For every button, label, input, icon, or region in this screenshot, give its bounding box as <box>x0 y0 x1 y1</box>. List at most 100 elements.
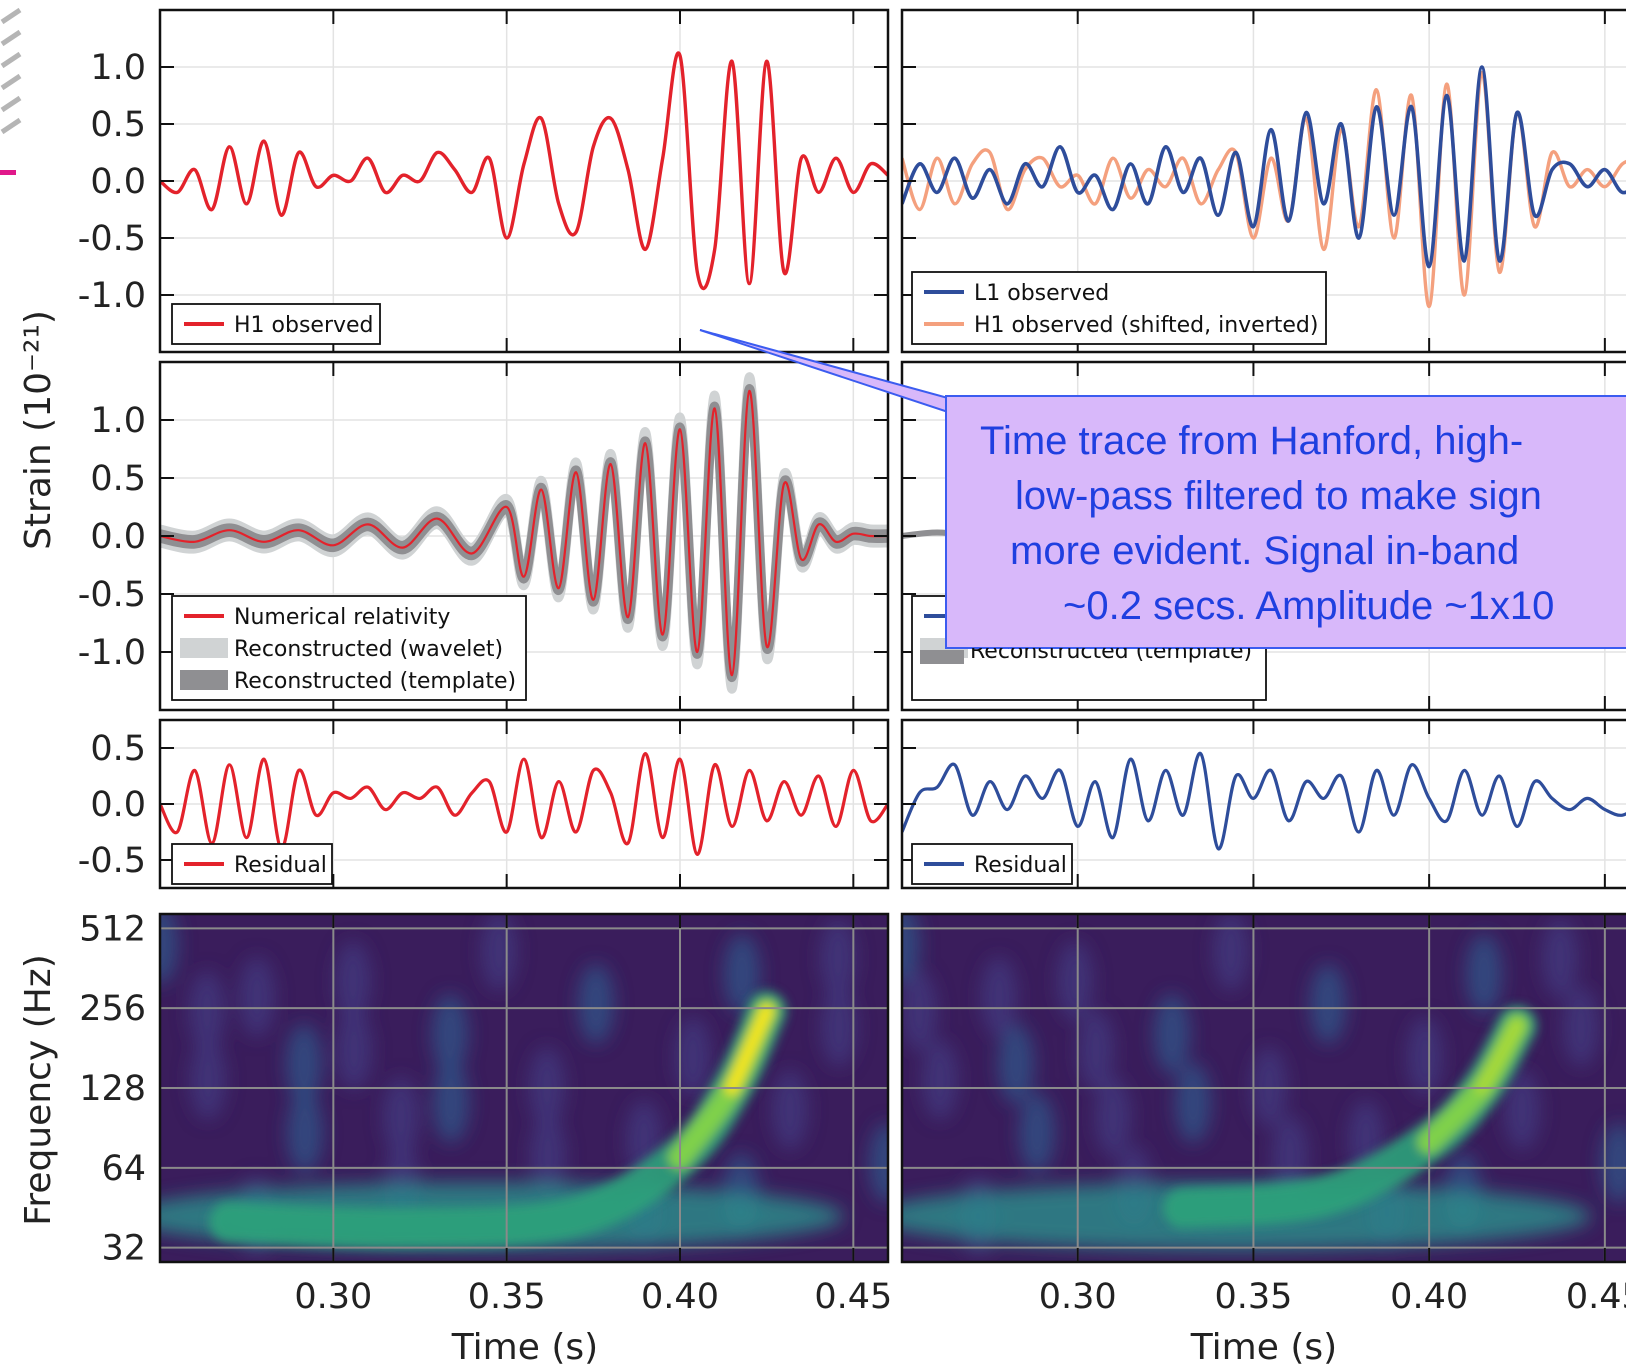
h1-residual-ytick-label: 0.0 <box>90 785 146 825</box>
legend-h1-observed: H1 observed <box>171 303 381 345</box>
l1-spectrogram-blob <box>1563 987 1599 1067</box>
legend-l1-observed-label: L1 observed <box>974 281 1109 306</box>
l1-spectrogram-xtick-label: 0.45 <box>1566 1277 1626 1317</box>
callout-line-1: Time trace from Hanford, high- <box>980 419 1523 463</box>
h1-spectrogram-xtick-label: 0.45 <box>814 1277 892 1317</box>
callout-line-3: more evident. Signal in-band <box>1010 529 1519 573</box>
h1-spectrogram-ytick-label: 64 <box>101 1149 146 1189</box>
l1-observed-ticks <box>900 8 1626 354</box>
h1-spectrogram-border <box>158 912 890 1264</box>
l1-spectrogram-xtick-label: 0.35 <box>1214 1277 1292 1317</box>
callout-line-4: ~0.2 secs. Amplitude ~1x10 <box>1063 584 1554 628</box>
l1-spectrogram-blob <box>1466 934 1502 1014</box>
numerical-relativity-line <box>160 389 888 677</box>
h1-spectrogram-blob <box>239 957 275 1037</box>
h1-observed-ytick-label: 0.5 <box>90 105 146 145</box>
h1-residual-border <box>158 718 890 890</box>
clipped-legend-row: Reconstructed (template) <box>920 648 1252 664</box>
l1-spectrogram-blob <box>1504 1070 1540 1150</box>
h1-spectrogram-ytick-label: 32 <box>101 1229 146 1269</box>
legend-h1-observed-label: H1 observed <box>234 313 374 338</box>
h1-spectrogram-ytick-label: 128 <box>79 1069 146 1109</box>
h1-spectrogram-blob <box>286 1024 322 1104</box>
h1-spectrogram-xtick-label: 0.30 <box>294 1277 372 1317</box>
frequency-axis-title: Frequency (Hz) <box>18 954 59 1225</box>
l1-spectrogram-track-peak <box>1474 1018 1524 1095</box>
h1-spectrogram-track-peak <box>725 1003 774 1095</box>
h1-spectrogram-blob <box>160 914 178 984</box>
legend-l1-observed-box <box>911 271 1327 345</box>
callout-line-2: low-pass filtered to make sign <box>1015 474 1542 518</box>
h1-reconstruction-ytick-label: 0.5 <box>90 459 146 499</box>
h1-spectrogram-blob <box>335 941 371 1021</box>
legend-l1-observed: L1 observed H1 observed (shifted, inverte… <box>911 271 1327 345</box>
h1-spectrogram-blob <box>481 914 517 991</box>
legend-h1-reconstruction-label: Reconstructed (template) <box>234 669 516 694</box>
h1-reconstruction-ytick-label: 0.0 <box>90 517 146 557</box>
l1-spectrogram-blob <box>902 971 937 1051</box>
h1-spectrogram-blob <box>432 994 468 1074</box>
h1-residual-ytick-label: -0.5 <box>78 841 146 881</box>
h1-spectrogram-blob <box>772 1070 808 1150</box>
h1-spectrogram-blob <box>287 1093 323 1173</box>
l1-observed-border <box>900 8 1626 354</box>
l1-spectrogram-blob <box>1175 1063 1211 1143</box>
h1-observed-line <box>160 51 888 290</box>
legend-h1-reconstruction-label: Reconstructed (wavelet) <box>234 637 503 662</box>
l1-spectrogram-blob <box>1057 941 1093 1021</box>
l1-spectrogram-blob <box>1095 1077 1131 1157</box>
h1-spectrogram-blob <box>530 1116 566 1196</box>
h1-spectrogram-xtick-label: 0.40 <box>641 1277 719 1317</box>
h1-spectrogram-blob <box>724 934 760 1014</box>
h1-reconstruction-ytick-label: 1.0 <box>90 401 146 441</box>
l1-residual-line <box>902 751 1626 851</box>
l1-residual-grid <box>902 720 1626 888</box>
h1-spectrogram-blob <box>821 987 857 1067</box>
h1-observed-grid <box>160 10 888 352</box>
h1-spectrogram-ticks <box>158 912 890 1264</box>
l1-spectrogram-blob <box>1019 1093 1055 1173</box>
l1-spectrogram-blob <box>981 957 1017 1037</box>
legend-swatch-template-right <box>920 650 964 664</box>
l1-spectrogram-image <box>902 914 1626 1262</box>
l1-residual-border <box>900 718 1626 890</box>
h1-observed-ticks <box>158 8 890 354</box>
callout-pointer <box>699 329 949 414</box>
legend-h1-reconstruction: Numerical relativity Reconstructed (wavel… <box>171 595 527 701</box>
h1-spectrogram-blob <box>578 964 614 1044</box>
callout-box <box>945 395 1626 649</box>
time-axis-title-left: Time (s) <box>451 1327 598 1368</box>
h1-observed-ytick-label: 0.0 <box>90 162 146 202</box>
l1-spectrogram-xtick-label: 0.30 <box>1039 1277 1117 1317</box>
l1-residual-ticks <box>900 718 1626 890</box>
h1-residual-ytick-label: 0.5 <box>90 729 146 769</box>
l1-spectrogram-blob <box>1078 1010 1114 1090</box>
legend-l1-residual-label: Residual <box>974 853 1067 878</box>
l1-spectrogram-blob <box>922 1040 958 1120</box>
l1-spectrogram-blob <box>1542 918 1578 998</box>
slide-decoration <box>0 7 22 175</box>
strain-axis-title: Strain (10⁻²¹) <box>18 310 59 550</box>
h1-spectrogram-blob <box>190 1040 226 1120</box>
l1-reconstruction-border <box>900 360 1626 712</box>
legend-l1-residual: Residual <box>911 843 1073 885</box>
legend-h1-reconstruction-box <box>171 595 527 701</box>
l1-spectrogram-blob <box>998 1024 1034 1104</box>
legend-h1-reconstruction-swatch <box>180 670 228 690</box>
h1-spectrogram-xtick-label: 0.35 <box>468 1277 546 1317</box>
h1-observed-ytick-label: -1.0 <box>78 276 146 316</box>
h1-spectrogram-ytick-label: 512 <box>79 909 146 949</box>
l1-spectrogram-blob <box>1272 1116 1308 1196</box>
l1-observed-line <box>902 65 1626 269</box>
legend-h1-reconstruction-label: Numerical relativity <box>234 605 450 630</box>
h1-spectrogram-blob <box>869 1123 888 1203</box>
h1-observed-ytick-label: 1.0 <box>90 48 146 88</box>
l1-spectrogram-blob <box>1154 994 1190 1074</box>
legend-h1-residual: Residual <box>171 843 333 885</box>
l1-spectrogram-ticks <box>900 912 1626 1264</box>
legend-h1-reconstruction-swatch <box>180 638 228 658</box>
h1-spectrogram-blob <box>383 1077 419 1157</box>
legend-l1-observed-label: H1 observed (shifted, inverted) <box>974 313 1318 338</box>
l1-spectrogram-blob <box>1407 1017 1443 1097</box>
